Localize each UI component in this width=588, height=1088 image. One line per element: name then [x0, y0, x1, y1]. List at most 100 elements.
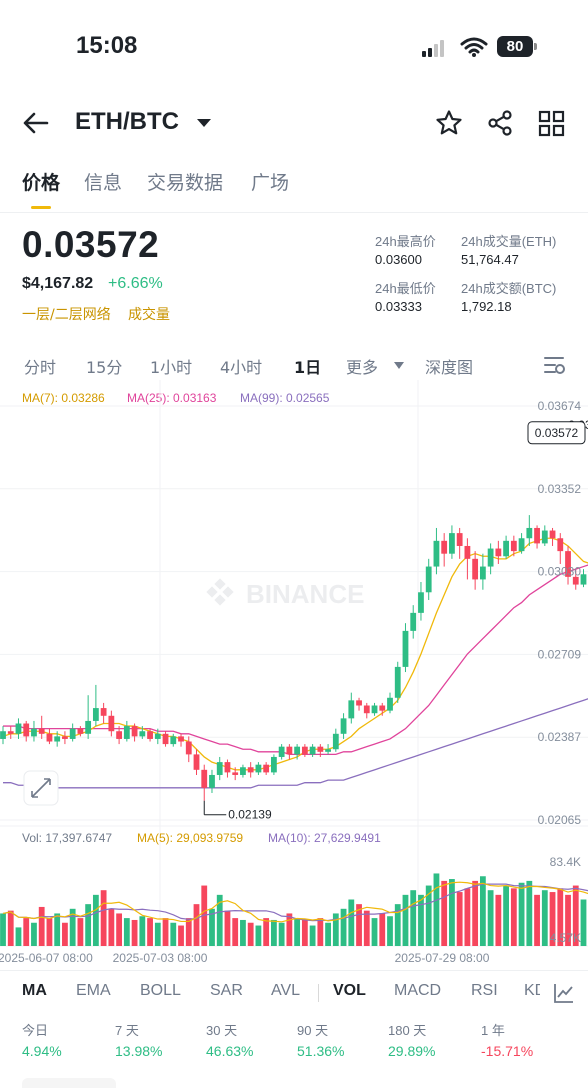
indicator-avl[interactable]: AVL [271, 982, 301, 999]
indicator-ma[interactable]: MA [22, 982, 47, 999]
tab-info[interactable]: 信息 [84, 172, 123, 194]
interval-more[interactable]: 更多 [346, 358, 379, 377]
volume-bar [92, 894, 99, 946]
perf-180d: 180 天 29.89% [388, 1023, 436, 1059]
expand-icon[interactable] [23, 770, 59, 806]
candle-body [46, 733, 53, 742]
candle-body [464, 545, 471, 559]
tag-volume[interactable]: 成交量 [128, 307, 170, 323]
volume-bar [131, 919, 138, 946]
binance-watermark: BINANCE [206, 578, 364, 609]
indicator-kd[interactable]: KD [524, 982, 540, 999]
caret-down-icon[interactable] [196, 117, 212, 129]
volume-bar [139, 916, 146, 946]
volume-bar [557, 888, 564, 946]
candle-body [0, 731, 6, 739]
volume-bar [240, 919, 246, 946]
candle-body [541, 530, 548, 544]
volume-bar [154, 922, 161, 946]
candle-body [371, 705, 378, 714]
candle-body [193, 754, 200, 770]
volume-bar [541, 890, 548, 946]
share-icon[interactable] [486, 109, 514, 137]
volume-bar [7, 910, 14, 946]
indicator-rsi[interactable]: RSI [471, 982, 498, 999]
volume-bar [247, 922, 254, 946]
star-icon[interactable] [435, 109, 463, 137]
vol-legend: Vol: 17,397.6747 [22, 831, 113, 845]
candle-body [92, 708, 99, 721]
tag-layer[interactable]: 一层/二层网络 [22, 307, 111, 323]
tab-square[interactable]: 广场 [251, 172, 290, 194]
indicator-sar[interactable]: SAR [210, 982, 243, 999]
tab-active-indicator [31, 206, 51, 209]
perf-1y: 1 年 -15.71% [481, 1023, 534, 1059]
candle-body [479, 566, 486, 580]
interval-1d[interactable]: 1日 [294, 358, 322, 377]
candle-body [170, 736, 177, 745]
candle-body [54, 736, 61, 742]
candle-body [77, 728, 84, 734]
candle-body [7, 731, 14, 734]
status-time: 15:08 [76, 32, 138, 59]
candle-body [379, 705, 386, 711]
volume-bar [31, 922, 37, 946]
vol-btc-value: 1,792.18 [461, 299, 512, 314]
candle-body [108, 715, 115, 732]
volume-bar [456, 892, 463, 946]
indicator-boll[interactable]: BOLL [140, 982, 181, 999]
chart-settings-icon[interactable] [543, 354, 567, 376]
interval-15m[interactable]: 15分 [86, 358, 123, 377]
indicator-bar: MA EMA BOLL SAR AVL VOL MACD RSI KD [0, 982, 588, 1004]
bottom-tab-stub[interactable] [22, 1078, 116, 1088]
candle-body [425, 566, 432, 593]
volume-bar [77, 918, 84, 946]
volume-bar [433, 873, 440, 946]
candle-body [100, 708, 107, 716]
volume-bar [286, 913, 293, 946]
volume-bar [23, 918, 30, 946]
interval-1h[interactable]: 1小时 [150, 358, 193, 377]
candle-body [410, 612, 417, 631]
more-caret-icon[interactable] [393, 361, 405, 370]
ma7-legend: MA(7): 0.03286 [22, 391, 105, 405]
volume-bar [232, 918, 239, 946]
time-tick-label: 2025-07-03 08:00 [113, 951, 208, 965]
volume-bar [178, 925, 184, 946]
perf-30d: 30 天 46.63% [206, 1023, 254, 1059]
candle-body [23, 723, 30, 737]
indicator-vol[interactable]: VOL [333, 982, 366, 999]
volume-bar [170, 922, 177, 946]
volume-bar [402, 894, 409, 946]
volume-bar [325, 922, 331, 946]
tab-trading-data[interactable]: 交易数据 [147, 172, 224, 194]
volume-bar [54, 913, 61, 946]
indicator-chart-icon[interactable] [553, 982, 575, 1004]
interval-4h[interactable]: 4小时 [220, 358, 263, 377]
divider [0, 970, 588, 971]
volume-bar [263, 918, 270, 946]
last-price-box [527, 421, 586, 445]
interval-line[interactable]: 分时 [24, 358, 57, 377]
candle-body [201, 769, 208, 788]
candlestick-chart[interactable]: BINANCE 0.03674 0.03352 0.03030 0.02709 0.02… [0, 380, 588, 970]
candle-body [69, 728, 76, 739]
volume-bar [100, 890, 107, 946]
volume-bar [201, 885, 208, 946]
price-change: +6.66% [108, 275, 163, 292]
grid-icon[interactable] [538, 110, 565, 137]
candle-body [580, 574, 587, 585]
tab-price[interactable]: 价格 [22, 172, 61, 194]
candle-body [271, 756, 277, 773]
interval-depth[interactable]: 深度图 [425, 358, 474, 377]
volume-bar [301, 919, 308, 946]
price-tick-label: 0.02387 [538, 730, 582, 744]
candle-body [340, 718, 347, 734]
indicator-macd[interactable]: MACD [394, 982, 442, 999]
volume-bar [309, 925, 316, 946]
indicator-ema[interactable]: EMA [76, 982, 111, 999]
pair-title[interactable]: ETH/BTC [75, 108, 179, 135]
candle-body [224, 762, 231, 773]
back-arrow-icon[interactable] [22, 110, 50, 136]
volume-bar [580, 899, 587, 946]
